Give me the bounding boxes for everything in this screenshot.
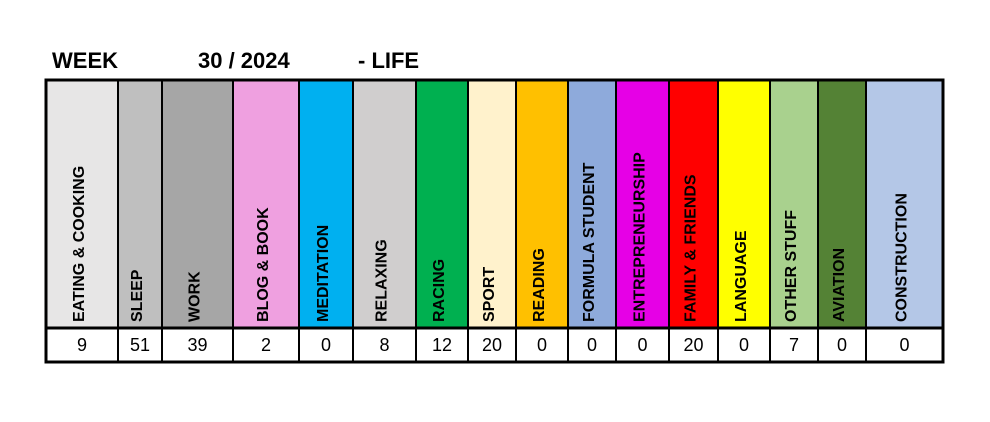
- category-label: BLOG & BOOK: [255, 207, 272, 322]
- category-cell: [668, 79, 719, 329]
- category-label: AVIATION: [831, 248, 848, 322]
- table-border: [44, 78, 945, 364]
- category-label: LANGUAGE: [733, 230, 750, 322]
- value: 0: [899, 335, 909, 355]
- category-cell: [567, 79, 617, 329]
- value-cell: [567, 327, 617, 363]
- category-label: FAMILY & FRIENDS: [683, 174, 700, 322]
- value: 0: [837, 335, 847, 355]
- category-label: CONSTRUCTION: [894, 193, 911, 322]
- value: 0: [537, 335, 547, 355]
- category-label: WORK: [187, 271, 204, 322]
- category-label: ENTREPRENEURSHIP: [632, 152, 649, 322]
- value: 51: [130, 335, 150, 355]
- category-cell: [769, 79, 819, 329]
- category-label: READING: [531, 248, 548, 322]
- value: 0: [637, 335, 647, 355]
- value: 12: [432, 335, 452, 355]
- category-label: SPORT: [481, 267, 498, 322]
- value-cell: [298, 327, 354, 363]
- category-label: MEDITATION: [315, 225, 332, 322]
- category-label: EATING & COOKING: [71, 166, 88, 322]
- category-cell: [45, 79, 119, 329]
- value: 0: [321, 335, 331, 355]
- value: 39: [187, 335, 207, 355]
- value: 0: [739, 335, 749, 355]
- category-label: FORMULA STUDENT: [581, 162, 598, 322]
- value: 7: [789, 335, 799, 355]
- category-cell: [515, 79, 569, 329]
- category-label: OTHER STUFF: [783, 210, 800, 322]
- value-cell: [352, 327, 417, 363]
- category-label: RACING: [431, 259, 448, 322]
- value: 9: [77, 335, 87, 355]
- value-cell: [161, 327, 234, 363]
- category-cell: [817, 79, 867, 329]
- value: 20: [482, 335, 502, 355]
- week-number: 30 / 2024: [198, 48, 291, 73]
- value: 2: [261, 335, 271, 355]
- value: 8: [379, 335, 389, 355]
- value: 20: [683, 335, 703, 355]
- value-cell: [232, 327, 300, 363]
- value: 0: [587, 335, 597, 355]
- category-cell: [615, 79, 670, 329]
- category-label: RELAXING: [374, 239, 391, 322]
- header-suffix: - LIFE: [358, 48, 419, 73]
- category-label: SLEEP: [129, 269, 146, 322]
- week-label: WEEK: [52, 48, 118, 73]
